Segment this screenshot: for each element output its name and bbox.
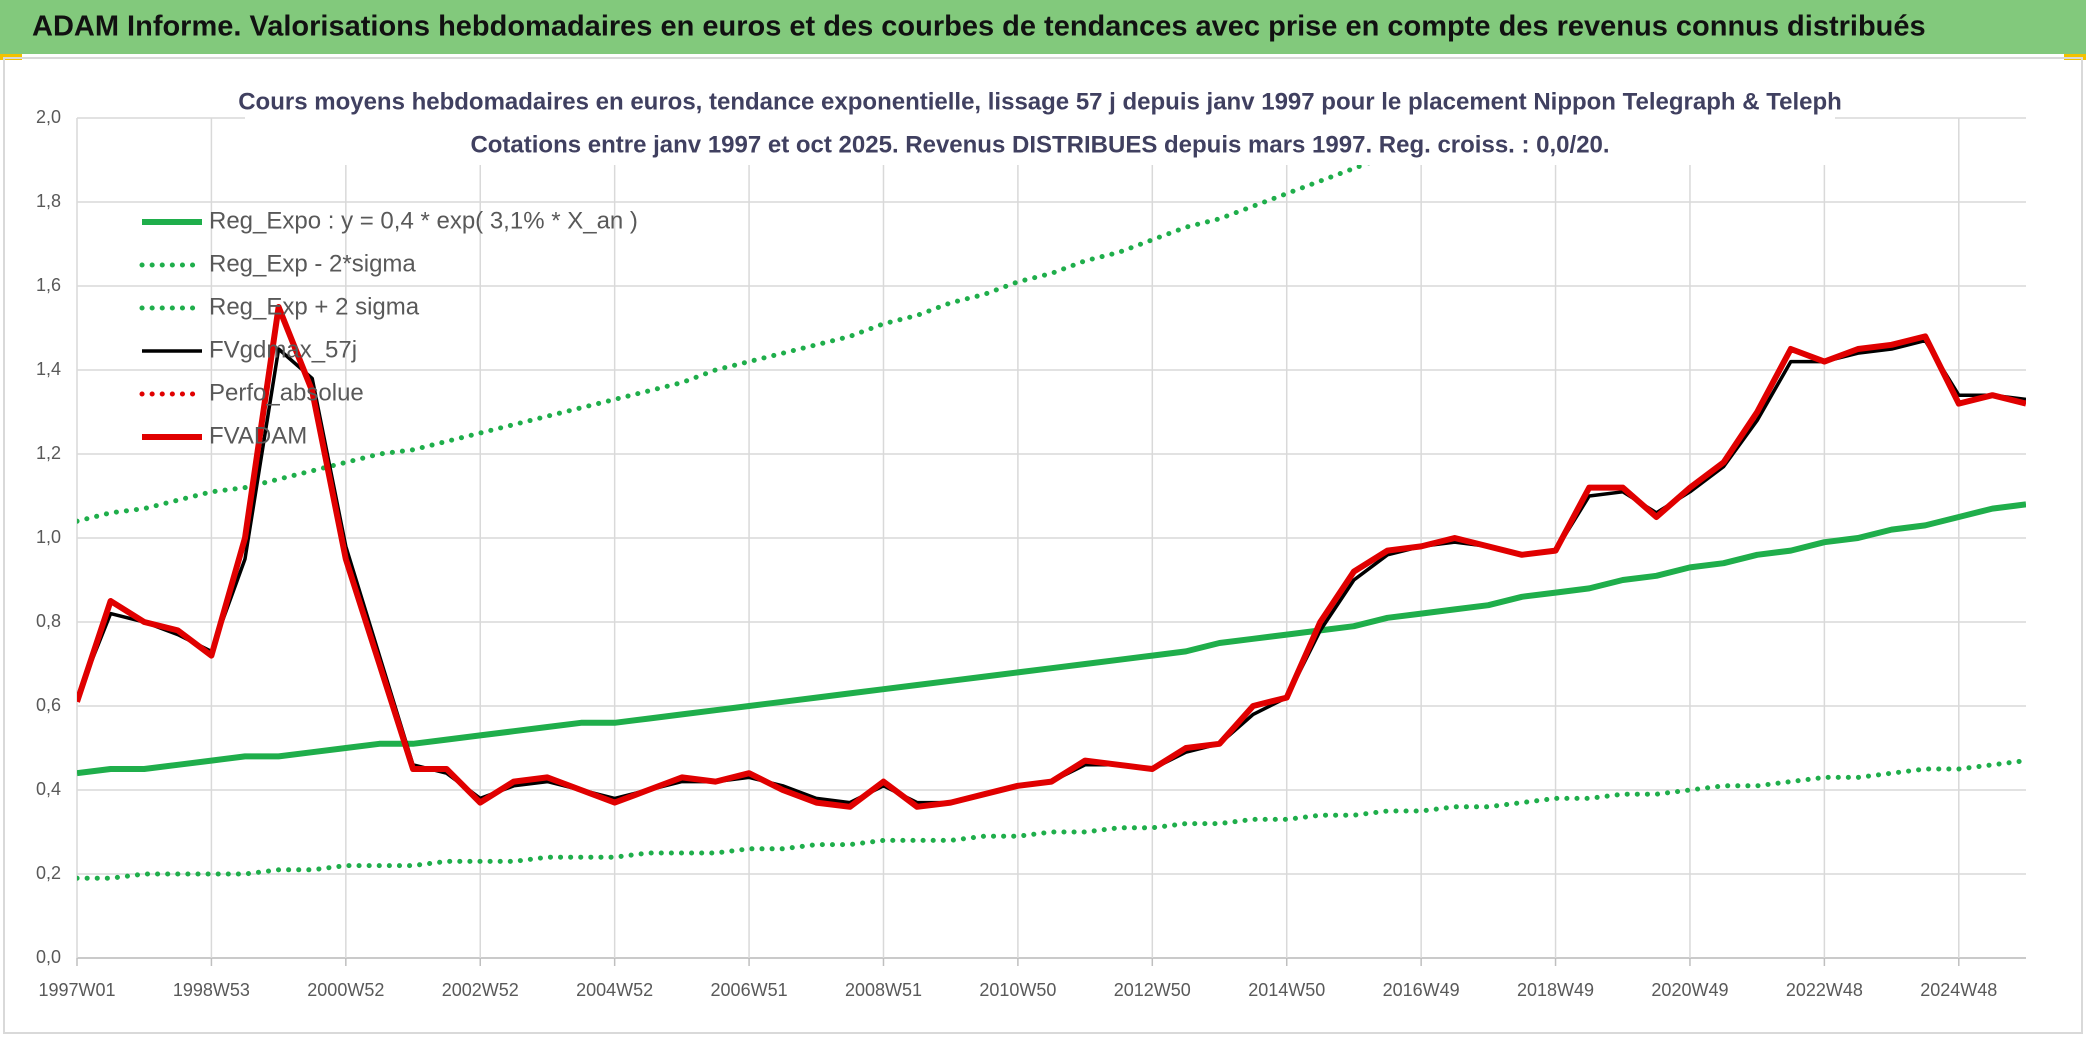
y-tick-label: 1,2	[36, 443, 61, 463]
series-line	[77, 304, 2026, 810]
y-tick-label: 0,8	[36, 611, 61, 631]
chart-title: Cours moyens hebdomadaires en euros, ten…	[238, 88, 1842, 115]
y-tick-label: 1,0	[36, 527, 61, 547]
y-tick-label: 0,2	[36, 863, 61, 883]
x-tick-label: 2010W50	[979, 980, 1056, 1000]
legend: Reg_Expo : y = 0,4 * exp( 3,1% * X_an ) R…	[139, 207, 638, 449]
legend-label: Perfo_absolue	[209, 379, 364, 406]
series-line	[77, 758, 2026, 881]
series-line	[77, 115, 1504, 524]
legend-label: Reg_Exp - 2*sigma	[209, 250, 416, 277]
x-tick-label: 2004W52	[576, 980, 653, 1000]
x-tick-label: 2008W51	[845, 980, 922, 1000]
y-tick-label: 0,0	[36, 947, 61, 967]
x-tick-label: 2014W50	[1248, 980, 1325, 1000]
title-backdrop	[245, 85, 1835, 165]
y-tick-label: 1,4	[36, 359, 61, 379]
legend-label: FVADAM	[209, 422, 307, 449]
x-tick-label: 2006W51	[711, 980, 788, 1000]
y-tick-label: 1,8	[36, 191, 61, 211]
x-tick-label: 1997W01	[38, 980, 115, 1000]
x-tick-label: 2024W48	[1920, 980, 1997, 1000]
x-tick-label: 2022W48	[1786, 980, 1863, 1000]
x-tick-label: 2012W50	[1114, 980, 1191, 1000]
x-tick-label: 2018W49	[1517, 980, 1594, 1000]
x-tick-label: 1998W53	[173, 980, 250, 1000]
x-tick-label: 2000W52	[307, 980, 384, 1000]
chart-subtitle: Cotations entre janv 1997 et oct 2025. R…	[470, 131, 1609, 158]
x-tick-label: 2002W52	[442, 980, 519, 1000]
legend-label: FVgdmax_57j	[209, 336, 357, 363]
y-tick-label: 0,6	[36, 695, 61, 715]
lines	[77, 115, 2026, 881]
header-title: ADAM Informe. Valorisations hebdomadaire…	[32, 11, 1926, 43]
y-tick-label: 0,4	[36, 779, 61, 799]
legend-label: Reg_Exp + 2 sigma	[209, 293, 420, 320]
y-tick-label: 2,0	[36, 107, 61, 127]
legend-label: Reg_Expo : y = 0,4 * exp( 3,1% * X_an )	[209, 207, 638, 234]
header-bar	[0, 0, 2086, 54]
chart-border	[3, 57, 2083, 1034]
grid: 0,0 0,2 0,4 0,6 0,8 1,0 1,2 1,4 1,6 1,8 2,0 1997W01…	[36, 107, 2026, 1000]
x-tick-label: 2020W49	[1651, 980, 1728, 1000]
y-tick-label: 1,6	[36, 275, 61, 295]
x-tick-label: 2016W49	[1383, 980, 1460, 1000]
